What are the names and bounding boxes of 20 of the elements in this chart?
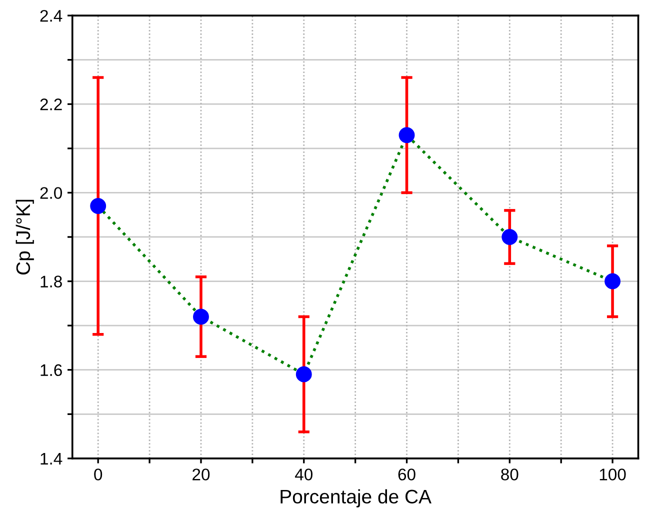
point [90,198,106,214]
x-tick-label: 80 [501,468,518,480]
x-tick-label: 40 [294,468,312,480]
y-tick-label: 1.6 [40,364,62,376]
y-tick-label: 2.0 [40,187,62,199]
point [398,127,415,144]
y-axis-title: Cp [J/°K] [16,200,34,274]
y-tick-label: 1.8 [40,276,62,288]
x-tick-label: 100 [600,468,626,480]
point [193,308,209,325]
x-axis-title: Porcentaje de CA [280,489,432,508]
x-tick-label: 60 [398,468,416,480]
y-tick-label: 2.4 [40,10,62,22]
point [604,273,621,290]
point [502,229,518,245]
x-tick-label: 20 [192,468,210,480]
x-tick-label: 0 [94,468,102,480]
point [296,366,312,382]
y-tick-label: 1.4 [40,453,62,464]
y-tick-label: 2.2 [40,98,62,110]
